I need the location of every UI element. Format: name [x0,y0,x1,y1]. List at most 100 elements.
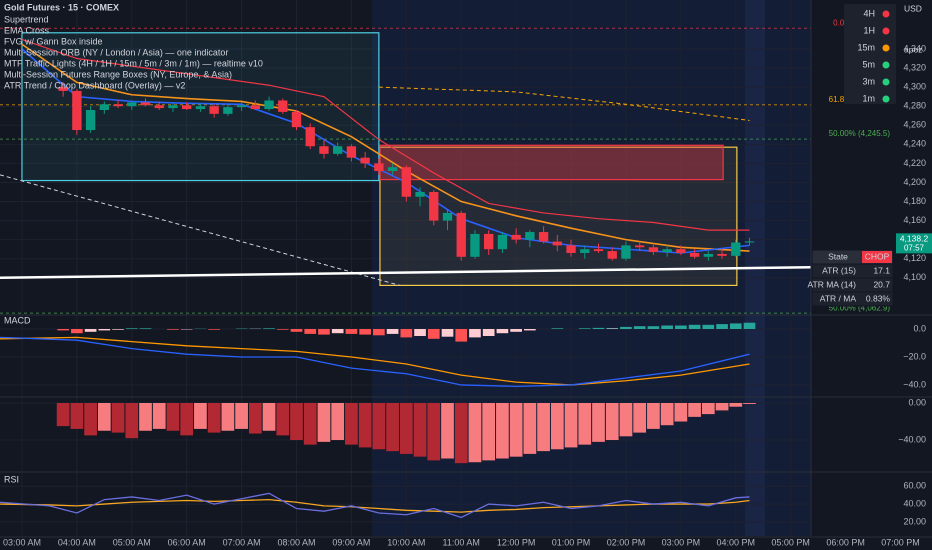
y-tick-label: 4,340 [903,43,926,53]
histogram-bar [661,325,673,330]
x-tick-label: 10:00 AM [387,537,425,547]
candle-body [333,146,343,154]
candle-body [387,167,398,172]
indicator-name: ATR Trend / Chop Dashboard (Overlay) — v… [4,80,185,90]
histogram-bar [592,402,605,442]
x-tick-label: 07:00 AM [223,537,261,547]
histogram-bar [235,402,248,429]
x-tick-label: 07:00 PM [881,537,920,547]
range-box [379,146,738,287]
histogram-bar [510,329,522,332]
indicator-line [21,43,750,252]
x-tick-label: 04:00 AM [58,537,96,547]
timeframe-label: 1m [862,93,875,103]
histogram-bar [290,402,303,441]
histogram-bar [468,402,482,463]
dashboard-value: 20.7 [873,279,890,289]
histogram-bar [427,329,440,339]
timeframe-label: 15m [857,42,875,52]
y-tick-label: 4,180 [903,196,926,206]
histogram-bar [578,328,591,330]
histogram-bar [674,402,688,422]
x-tick-label: 11:00 AM [443,537,480,547]
y-tick-label: 0.00 [908,397,926,407]
histogram-bar [605,402,619,441]
histogram-bar [263,328,275,330]
timeframe-light [882,44,890,52]
histogram-bar [688,402,701,417]
histogram-bar [496,402,509,459]
candle-body [484,233,494,250]
x-tick-label: 02:00 PM [607,537,646,547]
histogram-bar [194,402,207,429]
chart-title: Gold Futures · 15 · COMEX [4,2,119,12]
indicator-name: Supertrend [4,14,49,24]
x-tick-label: 03:00 PM [662,537,701,547]
histogram-bar [331,402,345,441]
currency: USD [904,3,922,13]
y-tick-label: 4,160 [903,215,926,225]
candle-body [319,146,329,154]
countdown: 07:57 [904,243,925,252]
indicator-line [0,336,750,387]
histogram-bar [482,329,495,336]
timeframe-light [882,10,890,18]
histogram-bar [743,402,756,404]
histogram-bar [111,402,125,433]
histogram-bar [606,328,619,330]
histogram-bar [84,402,97,436]
histogram-bar [619,402,633,437]
candle-body [552,241,562,246]
histogram-bar [660,402,674,426]
candle-body [689,252,700,257]
candle-body [278,100,288,112]
histogram-bar [372,402,386,450]
indicator-line [0,492,750,519]
histogram-bar [57,329,69,331]
y-tick-label: 4,320 [903,62,926,72]
histogram-bar [716,324,728,330]
histogram-bar [139,402,152,431]
timeframe-label: 4H [863,8,875,18]
candle-body [703,253,713,257]
y-tick-label: 4,120 [903,253,926,263]
indicator-name: EMA Cross [4,25,50,35]
candle-body [223,107,233,114]
histogram-bar [578,402,592,445]
dashboard-label: State [828,251,848,261]
candle-body [566,245,576,253]
candle-body [99,104,109,111]
histogram-bar [482,402,496,461]
candle-body [291,111,302,128]
candle-body [511,234,521,240]
histogram-bar [413,402,427,457]
candle-body [113,104,123,107]
indicator-name: FVG w/ Gann Box inside [4,36,103,46]
y-tick-label: 4,280 [903,101,926,111]
y-tick-label: 4,220 [903,158,926,168]
y-tick-label: −40.0 [903,379,926,389]
x-tick-label: 04:00 PM [717,537,756,547]
indicator-name: Multi-Session ORB (NY / London / Asia) —… [4,47,228,57]
candle-body [127,102,137,107]
histogram-bar [373,329,385,336]
candle-body [744,241,755,243]
timeframe-label: 1H [863,25,875,35]
histogram-bar [441,329,454,337]
histogram-bar [523,402,537,454]
histogram-bar [345,402,358,445]
histogram-bar [180,402,194,436]
timeframe-light [882,27,890,35]
user-label: apoz [904,44,922,54]
last-price-label: 4,138.2 [900,234,929,244]
histogram-bar [221,402,235,431]
histogram-bar [469,329,481,338]
candle-body [360,157,370,164]
candle-body [236,105,247,108]
candle-body [72,90,82,131]
candle-body [648,247,659,253]
candle-body [429,191,439,221]
histogram-bar [359,329,371,335]
y-tick-label: 4,100 [903,272,926,282]
candle-body [580,249,590,253]
